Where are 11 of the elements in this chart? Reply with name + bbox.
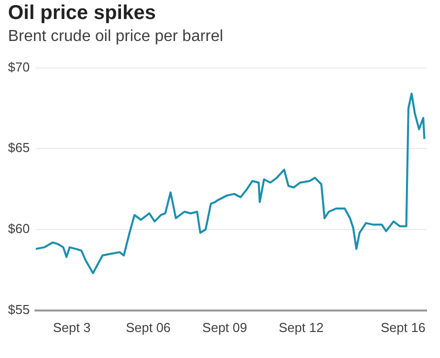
x-tick-label: Sept 06 (126, 320, 171, 335)
y-tick-label: $60 (8, 221, 30, 236)
x-tick-label: Sept 3 (53, 320, 91, 335)
chart-subtitle: Brent crude oil price per barrel (8, 28, 224, 46)
y-tick-label: $65 (8, 140, 30, 156)
x-tick-label: Sept 09 (202, 320, 248, 335)
x-tick-label: Sept 16 (380, 320, 426, 335)
y-tick-label: $70 (8, 59, 30, 74)
chart-title: Oil price spikes (8, 2, 156, 25)
x-tick-label: Sept 12 (278, 320, 324, 335)
y-tick-label: $55 (8, 302, 30, 317)
